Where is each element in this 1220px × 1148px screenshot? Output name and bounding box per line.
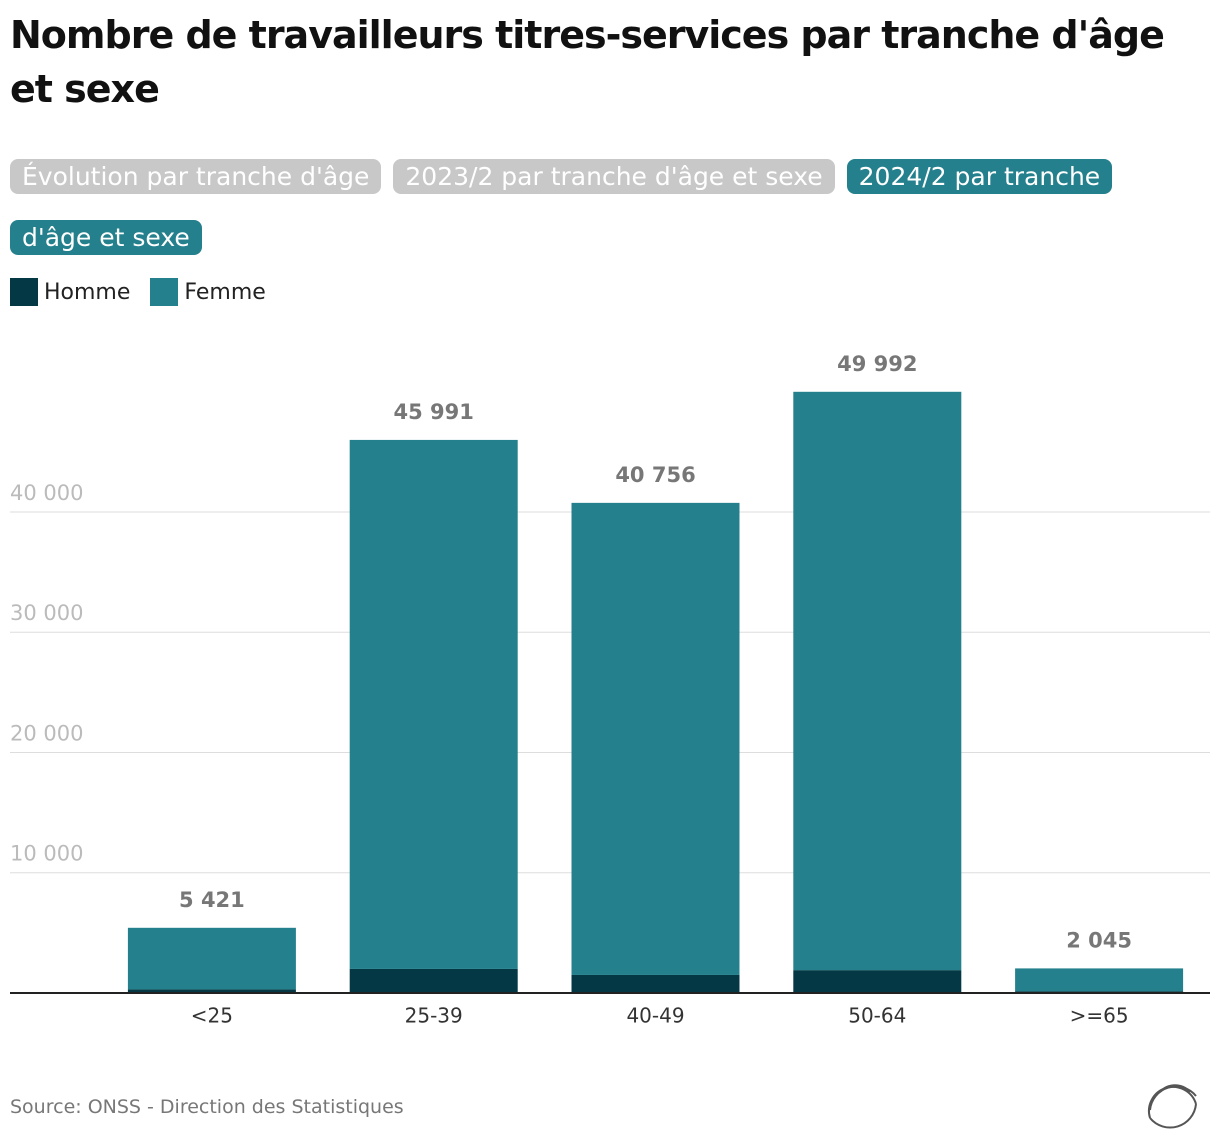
y-tick-label: 10 000 xyxy=(10,842,83,866)
source: Source: ONSS - Direction des Statistique… xyxy=(10,1096,404,1118)
bar-segment xyxy=(793,391,962,971)
bar-segment xyxy=(793,970,962,993)
x-tick-label: <25 xyxy=(191,1004,233,1028)
bar-segment xyxy=(1015,968,1184,992)
x-tick-label: >=65 xyxy=(1070,1004,1129,1028)
total-label: 49 992 xyxy=(837,352,917,376)
bar-segment xyxy=(349,439,518,969)
y-tick-label: 30 000 xyxy=(10,601,83,625)
x-tick-label: 40-49 xyxy=(626,1004,684,1028)
bar-segment xyxy=(571,502,740,975)
title: Nombre de travailleurs titres-services p… xyxy=(10,13,1165,111)
legend-label: Femme xyxy=(184,279,266,305)
total-label: 45 991 xyxy=(394,400,474,424)
legend-swatch xyxy=(150,278,179,306)
bar-segment xyxy=(349,968,518,993)
x-tick-label: 25-39 xyxy=(405,1004,463,1028)
tab[interactable]: 2023/2 par tranche d'âge et sexe xyxy=(393,159,835,194)
y-tick-label: 20 000 xyxy=(10,721,83,745)
tabs: Évolution par tranche d'âge 2023/2 par tr… xyxy=(10,146,1175,268)
y-tick-label: 40 000 xyxy=(10,481,83,505)
bar-segment xyxy=(127,989,296,993)
legend-swatch xyxy=(10,278,38,306)
legend: Homme Femme xyxy=(10,278,266,306)
total-label: 5 421 xyxy=(179,888,245,912)
total-label: 40 756 xyxy=(615,463,695,487)
bar-segment xyxy=(571,974,740,993)
legend-item: Femme xyxy=(150,278,266,306)
x-tick-label: 50-64 xyxy=(848,1004,906,1028)
legend-item: Homme xyxy=(10,278,130,306)
bar-segment xyxy=(127,927,296,990)
tab[interactable]: Évolution par tranche d'âge xyxy=(10,159,382,194)
total-label: 2 045 xyxy=(1066,928,1132,952)
legend-label: Homme xyxy=(44,279,131,305)
